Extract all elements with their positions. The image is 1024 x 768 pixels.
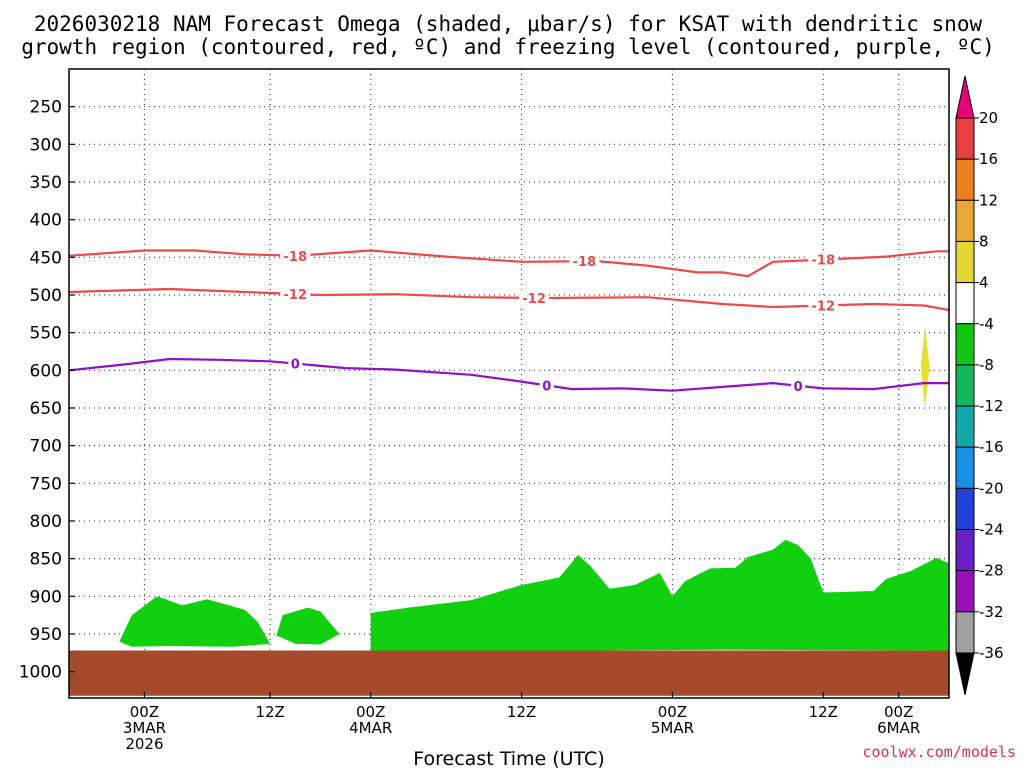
plot-frame (68, 68, 950, 699)
colorbar-bottom-arrow (955, 652, 975, 696)
x-axis-label: Forecast Time (UTC) (413, 748, 604, 768)
y-tick-label-950: 950 (30, 625, 62, 645)
y-tick-label-350: 350 (30, 173, 62, 193)
contour-label-0-1: -18 (573, 255, 597, 270)
x-tick-label-4-1: 3MAR (123, 719, 166, 737)
x-tick-label-46-1: 5MAR (651, 719, 694, 737)
colorbar-label-11: -28 (979, 562, 1004, 580)
colorbar-label-10: -24 (979, 521, 1004, 539)
contour-label-1-1: -12 (522, 292, 546, 307)
x-tick-label-64-1: 6MAR (877, 719, 920, 737)
colorbar-band-7 (955, 405, 975, 448)
shaded-region-1 (276, 607, 340, 645)
colorbar-band-4 (955, 282, 975, 325)
y-tick-label-850: 850 (30, 550, 62, 570)
omega-shading (69, 325, 949, 696)
y-tick-label-900: 900 (30, 587, 62, 607)
colorbar-band-1 (955, 158, 975, 201)
x-tick-label-58-0: 12Z (809, 703, 838, 721)
contour-line-2 (68, 357, 949, 392)
colorbar-label-4: 4 (979, 274, 989, 292)
colorbar-label-8: -16 (979, 438, 1004, 456)
y-tick-label-650: 650 (30, 399, 62, 419)
contour-line-1 (68, 287, 950, 312)
colorbar-label-9: -20 (979, 479, 1004, 497)
y-tick-label-450: 450 (30, 248, 62, 268)
contour-label-bg-1-0 (280, 285, 311, 302)
colorbar-band-11 (955, 570, 975, 613)
y-tick-label-750: 750 (30, 474, 62, 494)
colorbar-label-5: -4 (979, 315, 994, 333)
x-tick-label-22-0: 00Z (356, 703, 385, 721)
x-tick-label-22-1: 4MAR (349, 719, 392, 737)
colorbar-band-6 (955, 364, 975, 407)
contour-label-bg-0-1 (569, 253, 600, 270)
y-tick-label-400: 400 (30, 211, 62, 231)
x-tick-label-34-0: 12Z (507, 703, 536, 721)
colorbar-band-8 (955, 446, 975, 489)
shaded-region-4 (69, 650, 949, 696)
y-tick-label-1000: 1000 (19, 663, 62, 683)
colorbar-label-12: -32 (979, 603, 1004, 621)
shaded-region-3 (920, 325, 930, 408)
colorbar-label-1: 16 (979, 150, 998, 168)
colorbar-band-2 (955, 199, 975, 242)
shaded-region-2 (370, 539, 949, 651)
x-tick-label-46-0: 00Z (658, 703, 687, 721)
colorbar-band-5 (955, 323, 975, 366)
colorbar-band-0 (955, 117, 975, 160)
contour-label-bg-2-2 (791, 377, 806, 394)
shaded-region-0 (119, 596, 271, 647)
contour-label-2-2: 0 (794, 380, 803, 395)
x-tick-label-14-0: 12Z (255, 703, 284, 721)
temperature-contours: -18 -18 -18 -12 -12 -12 0 0 0 (68, 247, 950, 395)
colorbar-label-3: 8 (979, 232, 989, 250)
x-tick-label-4-2: 2026 (125, 735, 163, 753)
x-tick-label-64-0: 00Z (884, 703, 913, 721)
chart-title-line-2: growth region (contoured, red, ºC) and f… (21, 35, 995, 59)
colorbar-label-13: -36 (979, 644, 1004, 662)
contour-label-bg-0-2 (808, 251, 839, 268)
chart-title-line-1: 2026030218 NAM Forecast Omega (shaded, μ… (34, 12, 983, 36)
colorbar-label-2: 12 (979, 191, 998, 209)
y-tick-label-300: 300 (30, 135, 62, 155)
x-tick-label-4-0: 00Z (130, 703, 159, 721)
colorbar-band-3 (955, 240, 975, 284)
colorbar-label-6: -8 (979, 356, 994, 374)
y-tick-label-700: 700 (30, 437, 62, 457)
contour-label-2-0: 0 (291, 358, 300, 373)
colorbar-band-12 (955, 611, 975, 654)
contour-label-0-2: -18 (812, 254, 836, 269)
contour-label-bg-2-0 (288, 355, 303, 372)
contour-label-bg-1-2 (808, 297, 839, 314)
y-tick-label-800: 800 (30, 512, 62, 532)
colorbar-label-7: -12 (979, 397, 1004, 415)
contour-label-2-1: 0 (542, 379, 551, 394)
colorbar-label-0: 20 (979, 109, 998, 127)
colorbar-band-9 (955, 487, 975, 531)
colorbar-top-arrow (955, 75, 975, 119)
credit-text: coolwx.com/models (862, 743, 1016, 761)
y-tick-label-250: 250 (30, 98, 62, 118)
contour-label-bg-0-0 (280, 247, 311, 264)
y-tick-label-550: 550 (30, 324, 62, 344)
y-tick-label-600: 600 (30, 361, 62, 381)
contour-label-bg-1-1 (519, 289, 550, 306)
contour-label-1-2: -12 (812, 300, 836, 315)
y-tick-label-500: 500 (30, 286, 62, 306)
contour-label-0-0: -18 (284, 250, 308, 265)
colorbar: 20 16 12 8 4 -4 -8 -12 -16 -20 -24 -28 -32 -36 (955, 75, 1004, 696)
contour-label-bg-2-1 (539, 377, 554, 394)
contour-label-1-0: -12 (284, 288, 308, 303)
y-axis-ticks: 250 300 350 400 450 500 550 600 650 700 750 800 850 9… (19, 98, 75, 683)
colorbar-band-10 (955, 529, 975, 572)
